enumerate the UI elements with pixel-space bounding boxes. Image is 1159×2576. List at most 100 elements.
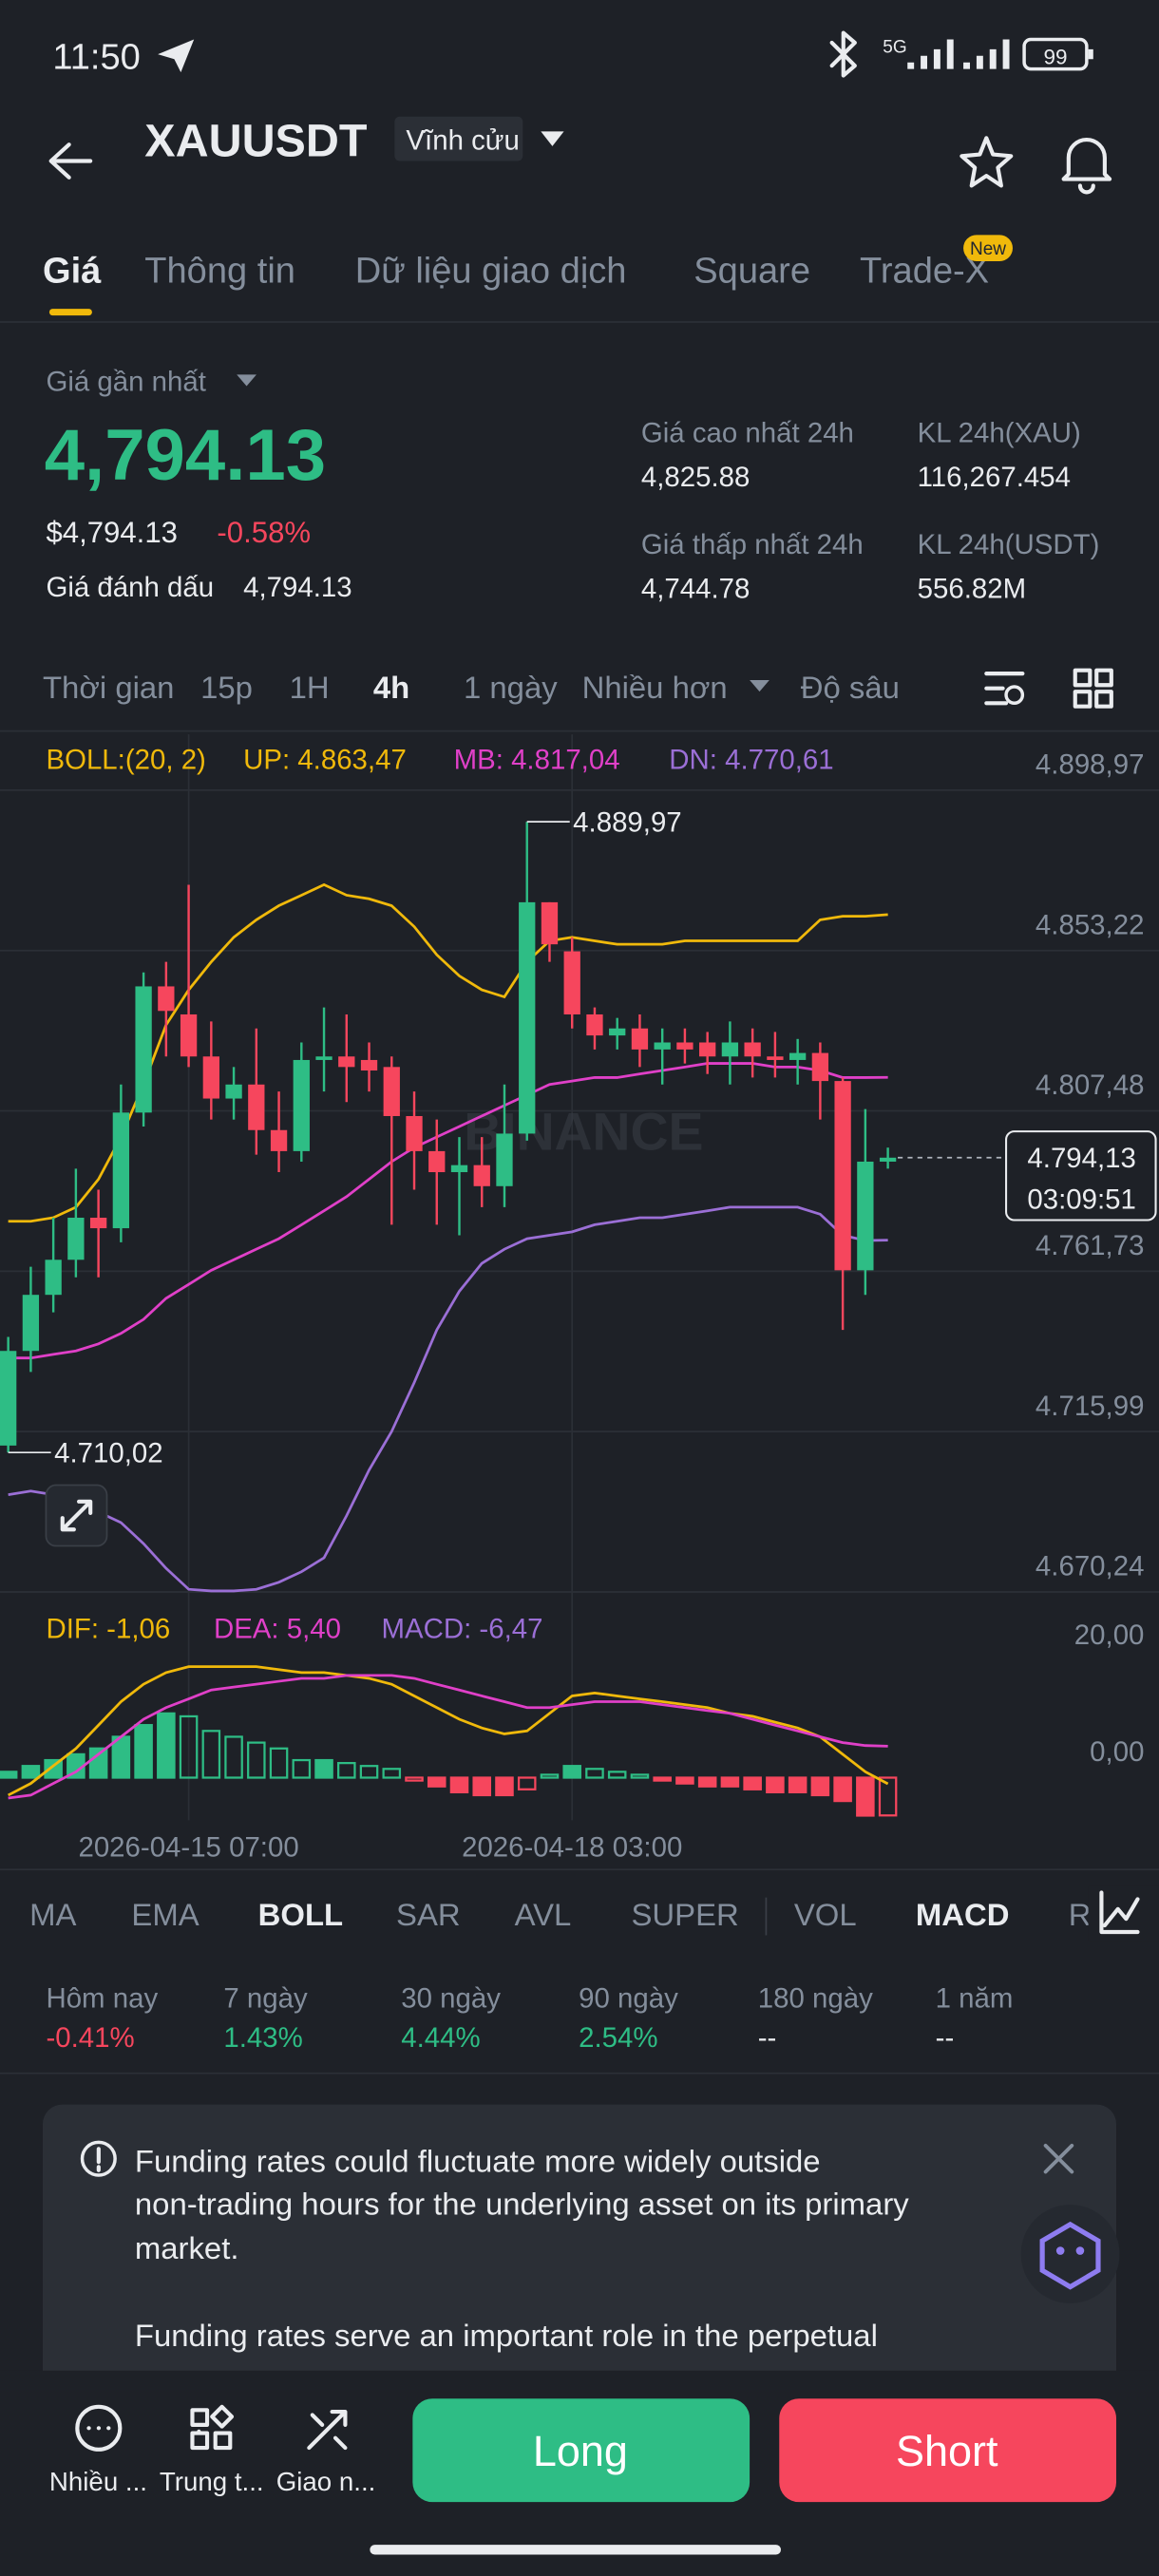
indicator[interactable]: AVL	[515, 1897, 572, 1932]
candle-body	[293, 1059, 310, 1151]
macd-bar	[607, 1771, 627, 1779]
indicator[interactable]: VOL	[794, 1897, 857, 1932]
interval[interactable]: 1H	[290, 670, 330, 705]
indicator[interactable]: SAR	[396, 1897, 461, 1932]
assistant-button[interactable]	[1020, 2205, 1120, 2303]
indicator[interactable]: MA	[29, 1897, 76, 1932]
favorite-button[interactable]	[960, 136, 1014, 188]
short-label[interactable]: Short	[896, 2427, 998, 2475]
macd-bar	[314, 1758, 333, 1779]
notice-card	[42, 2104, 1117, 2434]
stat-label: KL 24h(XAU)	[918, 417, 1081, 448]
close-notice[interactable]	[1043, 2143, 1074, 2174]
indicator[interactable]: R	[1069, 1897, 1092, 1932]
long-label[interactable]: Long	[533, 2427, 628, 2475]
period-change: -0.41%	[46, 2022, 134, 2054]
macd-bar	[134, 1724, 153, 1779]
layout-button[interactable]	[1073, 668, 1113, 709]
stat-value: 4,825.88	[641, 462, 750, 493]
symbol[interactable]: XAUUSDT	[144, 115, 368, 166]
notice-text: non-trading hours for the underlying ass…	[135, 2186, 909, 2221]
indicator[interactable]: SUPER	[632, 1897, 739, 1932]
indicator[interactable]: BOLL	[258, 1897, 343, 1932]
indicator-line	[8, 1674, 888, 1800]
macd-bar	[88, 1747, 108, 1779]
macd-bar	[878, 1776, 898, 1817]
macd-bar	[697, 1776, 717, 1788]
period-change: 4.44%	[401, 2022, 480, 2054]
tab[interactable]: Square	[694, 251, 810, 291]
countdown: 03:09:51	[1027, 1184, 1135, 1215]
candle-body	[744, 1042, 761, 1057]
macd-bar	[179, 1714, 199, 1779]
interval[interactable]: 1 ngày	[464, 670, 558, 705]
expand-icon	[60, 1499, 93, 1532]
period-label: 90 ngày	[579, 1983, 678, 2015]
period-label: 180 ngày	[758, 1983, 873, 2015]
stat-value: 556.82M	[918, 574, 1026, 605]
legend-entry: DEA: 5,40	[214, 1613, 341, 1644]
interval[interactable]: Nhiều hơn	[582, 670, 728, 705]
interval[interactable]: 4h	[373, 670, 409, 705]
long-button[interactable]	[412, 2398, 750, 2503]
nav-label[interactable]: Trung t...	[160, 2467, 264, 2496]
annotation-label: 4.710,02	[54, 1438, 162, 1469]
annotation-label: 4.889,97	[573, 807, 681, 839]
candle-body	[202, 1056, 219, 1099]
macd-bar	[495, 1776, 514, 1797]
period-change: 1.43%	[223, 2022, 302, 2054]
candle-body	[0, 1351, 17, 1446]
short-button[interactable]	[779, 2398, 1117, 2503]
alert-button[interactable]	[1061, 138, 1112, 195]
macd-bar	[427, 1776, 446, 1788]
interval[interactable]: Thời gian	[43, 670, 174, 705]
more-dropdown[interactable]	[750, 680, 770, 692]
macd-bar	[833, 1776, 852, 1803]
candle-body	[22, 1295, 40, 1352]
chart-settings[interactable]	[984, 672, 1025, 706]
indicator[interactable]: EMA	[131, 1897, 199, 1932]
tab[interactable]: Trade-X	[860, 251, 989, 291]
candle-body	[654, 1042, 671, 1050]
macd-bar	[472, 1776, 492, 1797]
y-tick-label: 4.807,48	[1036, 1070, 1144, 1101]
y-tick-label: 0,00	[1090, 1736, 1144, 1768]
nav-label[interactable]: Nhiều ...	[49, 2467, 147, 2496]
candle-body	[541, 901, 559, 945]
tab[interactable]: Giá	[43, 251, 102, 291]
battery	[1022, 37, 1089, 71]
candle-body	[834, 1081, 851, 1271]
back-button[interactable]	[48, 142, 93, 180]
candle-body	[767, 1056, 784, 1060]
tab[interactable]: Dữ liệu giao dịch	[355, 251, 627, 291]
candle-body	[112, 1112, 130, 1229]
legend-entry: DN: 4.770,61	[669, 744, 833, 775]
candle-body	[676, 1042, 694, 1050]
candle-body	[879, 1157, 897, 1162]
macd-bar	[562, 1765, 581, 1779]
interval[interactable]: 15p	[200, 670, 253, 705]
interval[interactable]: Độ sâu	[801, 670, 900, 705]
macd-bar	[856, 1776, 875, 1817]
candle-body	[383, 1067, 400, 1116]
candle-body	[158, 986, 175, 1012]
tab-indicator	[48, 309, 92, 316]
stat-value: 116,267.454	[918, 462, 1071, 493]
notice-text: market.	[135, 2230, 239, 2265]
y-tick-label: 4.898,97	[1036, 749, 1144, 781]
more-icon	[75, 2404, 123, 2452]
trade-icon	[307, 2409, 348, 2451]
nav-label[interactable]: Giao n...	[276, 2467, 376, 2496]
candle-body	[609, 1028, 626, 1036]
macd-bar	[766, 1776, 785, 1793]
price-type-dropdown[interactable]	[237, 374, 256, 387]
y-tick-label: 4.853,22	[1036, 909, 1144, 940]
x-tick-label: 2026-04-18 03:00	[462, 1831, 682, 1863]
tab[interactable]: Thông tin	[144, 251, 295, 291]
macd-bar	[44, 1758, 63, 1779]
battery-tip	[1088, 48, 1093, 60]
indicator[interactable]: MACD	[916, 1897, 1010, 1932]
indicator-settings[interactable]	[1099, 1890, 1140, 1935]
mark-price-label: Giá đánh dấu	[46, 572, 214, 603]
symbol-dropdown[interactable]	[541, 131, 564, 146]
